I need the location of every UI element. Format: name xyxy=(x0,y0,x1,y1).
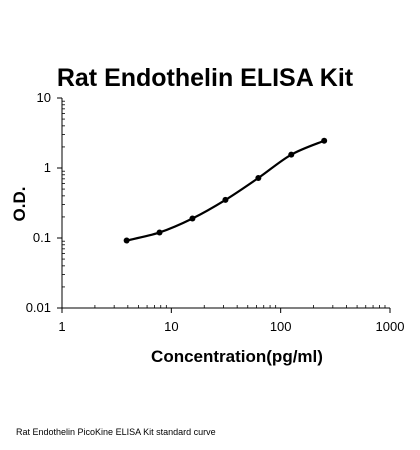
y-tick-label: 1 xyxy=(44,160,51,175)
y-tick-label: 10 xyxy=(37,90,51,105)
data-point xyxy=(288,151,295,158)
data-point xyxy=(255,174,262,181)
series-line xyxy=(126,139,325,242)
x-tick-label: 10 xyxy=(164,319,178,334)
y-tick-label: 0.01 xyxy=(26,300,51,315)
x-tick-label: 1000 xyxy=(376,319,405,334)
y-axis-label: O.D. xyxy=(10,187,29,222)
x-axis-label: Concentration(pg/ml) xyxy=(151,347,323,366)
y-tick-labels: 10 1 0.1 0.01 xyxy=(26,90,51,315)
data-point xyxy=(123,237,130,244)
plot-area xyxy=(123,137,328,244)
data-point xyxy=(321,137,328,144)
x-tick-label: 100 xyxy=(270,319,292,334)
figure-caption: Rat Endothelin PicoKine ELISA Kit standa… xyxy=(16,427,216,437)
data-point xyxy=(222,196,229,203)
data-point xyxy=(189,215,196,222)
x-tick-labels: 1 10 100 1000 xyxy=(58,319,404,334)
data-point xyxy=(156,229,163,236)
x-tick-label: 1 xyxy=(58,319,65,334)
chart-title: Rat Endothelin ELISA Kit xyxy=(57,64,354,92)
y-tick-label: 0.1 xyxy=(33,230,51,245)
axes xyxy=(57,97,391,313)
